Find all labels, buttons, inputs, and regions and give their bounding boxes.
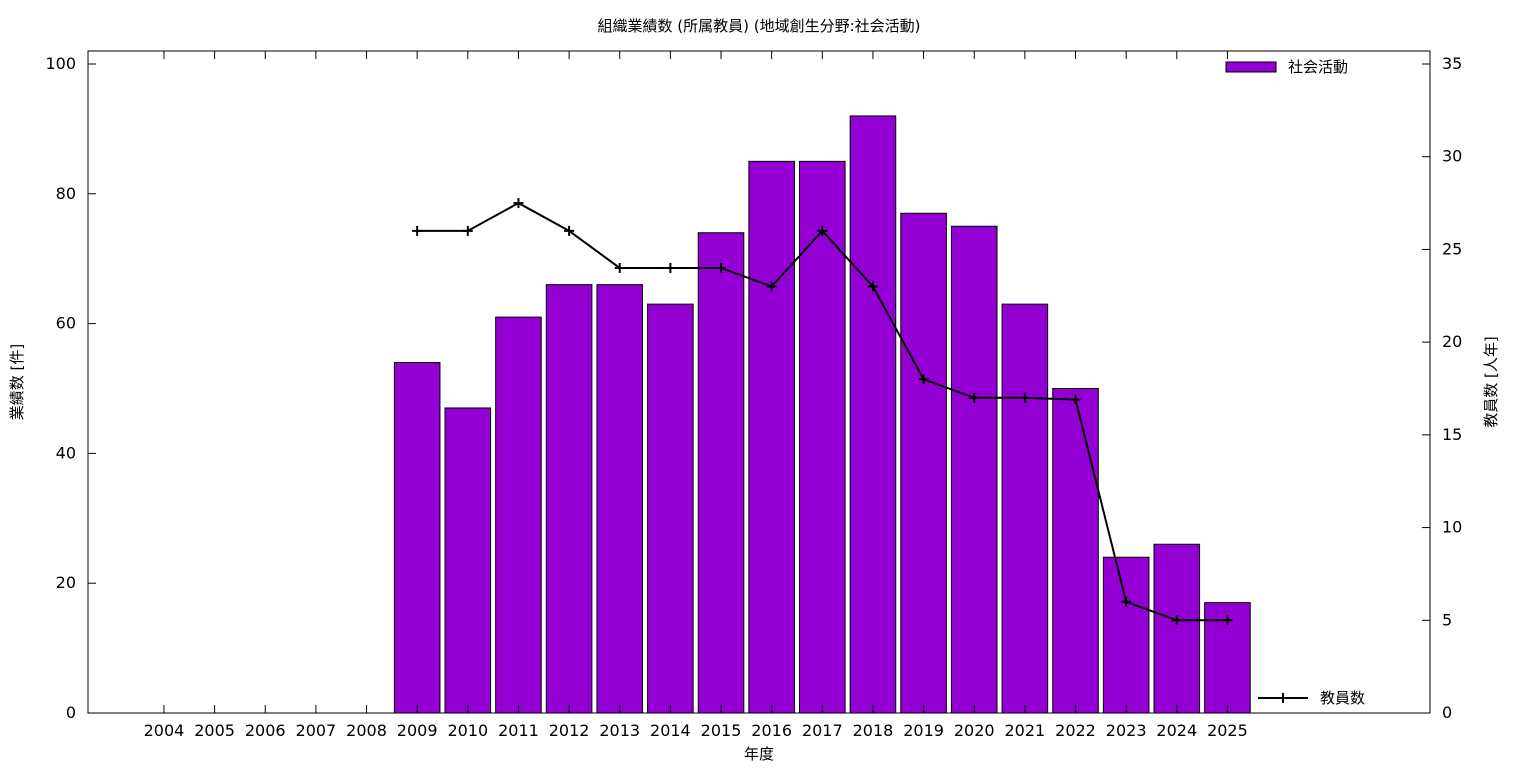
x-tick-label-2012: 2012	[549, 721, 590, 740]
x-tick-label-2017: 2017	[802, 721, 843, 740]
y2-axis-label: 教員数 [人年]	[1482, 336, 1500, 427]
bar-2016	[748, 160, 795, 714]
bar-2012	[545, 284, 593, 714]
point-2018	[867, 281, 878, 292]
x-tick-label-2022: 2022	[1055, 721, 1096, 740]
y2-tick-label-10: 10	[1442, 518, 1462, 537]
bars-layer	[393, 115, 1251, 714]
y2-tick-label-25: 25	[1442, 239, 1462, 258]
y-tick-label-0: 0	[66, 703, 76, 722]
bar-2014	[647, 303, 694, 714]
point-2017	[817, 225, 828, 236]
x-tick-label-2006: 2006	[245, 721, 286, 740]
y2-tick-label-20: 20	[1442, 332, 1462, 351]
bar-2023	[1102, 556, 1150, 714]
x-tick-label-2014: 2014	[650, 721, 691, 740]
point-2013	[614, 262, 625, 273]
point-2022	[1070, 394, 1081, 405]
bar-2013	[596, 284, 644, 714]
line-layer	[412, 198, 1233, 626]
legend-line-series: 教員数	[1258, 689, 1365, 707]
bar-2011	[495, 316, 542, 714]
y2-tick-label-5: 5	[1442, 610, 1452, 629]
point-2024	[1171, 615, 1182, 626]
bar-2018	[849, 115, 897, 714]
y-axis-label: 業績数 [件]	[8, 344, 26, 420]
bar-2015	[697, 232, 745, 714]
x-tick-label-2008: 2008	[346, 721, 387, 740]
point-2010	[462, 225, 473, 236]
legend-bar-series: 社会活動	[1225, 58, 1348, 76]
x-tick-label-2016: 2016	[751, 721, 792, 740]
x-tick-label-2010: 2010	[447, 721, 488, 740]
point-2009	[412, 225, 423, 236]
legend-bar-swatch	[1225, 61, 1277, 73]
point-2011	[513, 198, 524, 209]
point-2014	[665, 262, 676, 273]
bar-2010	[444, 407, 492, 714]
bar-2009	[393, 362, 441, 714]
point-2019	[918, 374, 929, 385]
bar-2021	[1001, 303, 1049, 714]
legend-line-label: 教員数	[1320, 689, 1365, 707]
plot-frame	[87, 50, 1431, 714]
legend-bar-label: 社会活動	[1288, 58, 1348, 76]
y2-tick-label-30: 30	[1442, 147, 1462, 166]
x-tick-label-2019: 2019	[903, 721, 944, 740]
y2-tick-label-15: 15	[1442, 425, 1462, 444]
point-2021	[1019, 392, 1030, 403]
y-tick-label-40: 40	[56, 443, 76, 462]
x-tick-label-2021: 2021	[1005, 721, 1046, 740]
x-tick-label-2023: 2023	[1106, 721, 1147, 740]
x-tick-label-2011: 2011	[498, 721, 539, 740]
y-tick-label-100: 100	[45, 54, 76, 73]
axes-layer	[87, 50, 1431, 714]
bar-2022	[1052, 388, 1099, 714]
point-2015	[716, 262, 727, 273]
bar-2024	[1153, 543, 1201, 714]
point-2020	[969, 392, 980, 403]
point-2012	[564, 225, 575, 236]
x-tick-label-2007: 2007	[296, 721, 337, 740]
x-tick-label-2020: 2020	[954, 721, 995, 740]
x-tick-label-2015: 2015	[701, 721, 742, 740]
y-tick-label-60: 60	[56, 314, 76, 333]
y-tick-label-20: 20	[56, 573, 76, 592]
x-tick-label-2018: 2018	[853, 721, 894, 740]
bar-2019	[900, 212, 947, 714]
x-tick-label-2013: 2013	[599, 721, 640, 740]
x-tick-label-2005: 2005	[194, 721, 235, 740]
x-tick-label-2009: 2009	[397, 721, 438, 740]
y-tick-label-80: 80	[56, 184, 76, 203]
point-2016	[766, 281, 777, 292]
x-axis-label: 年度	[744, 745, 774, 763]
x-tick-label-2024: 2024	[1156, 721, 1197, 740]
x-tick-label-2004: 2004	[144, 721, 185, 740]
y2-tick-label-0: 0	[1442, 703, 1452, 722]
bar-2020	[950, 225, 998, 714]
x-tick-label-2025: 2025	[1207, 721, 1248, 740]
y2-tick-label-35: 35	[1442, 54, 1462, 73]
chart-title: 組織業績数 (所属教員) (地域創生分野:社会活動)	[597, 17, 920, 35]
point-2025	[1222, 615, 1233, 626]
point-2023	[1121, 596, 1132, 607]
bar-2017	[799, 160, 846, 714]
